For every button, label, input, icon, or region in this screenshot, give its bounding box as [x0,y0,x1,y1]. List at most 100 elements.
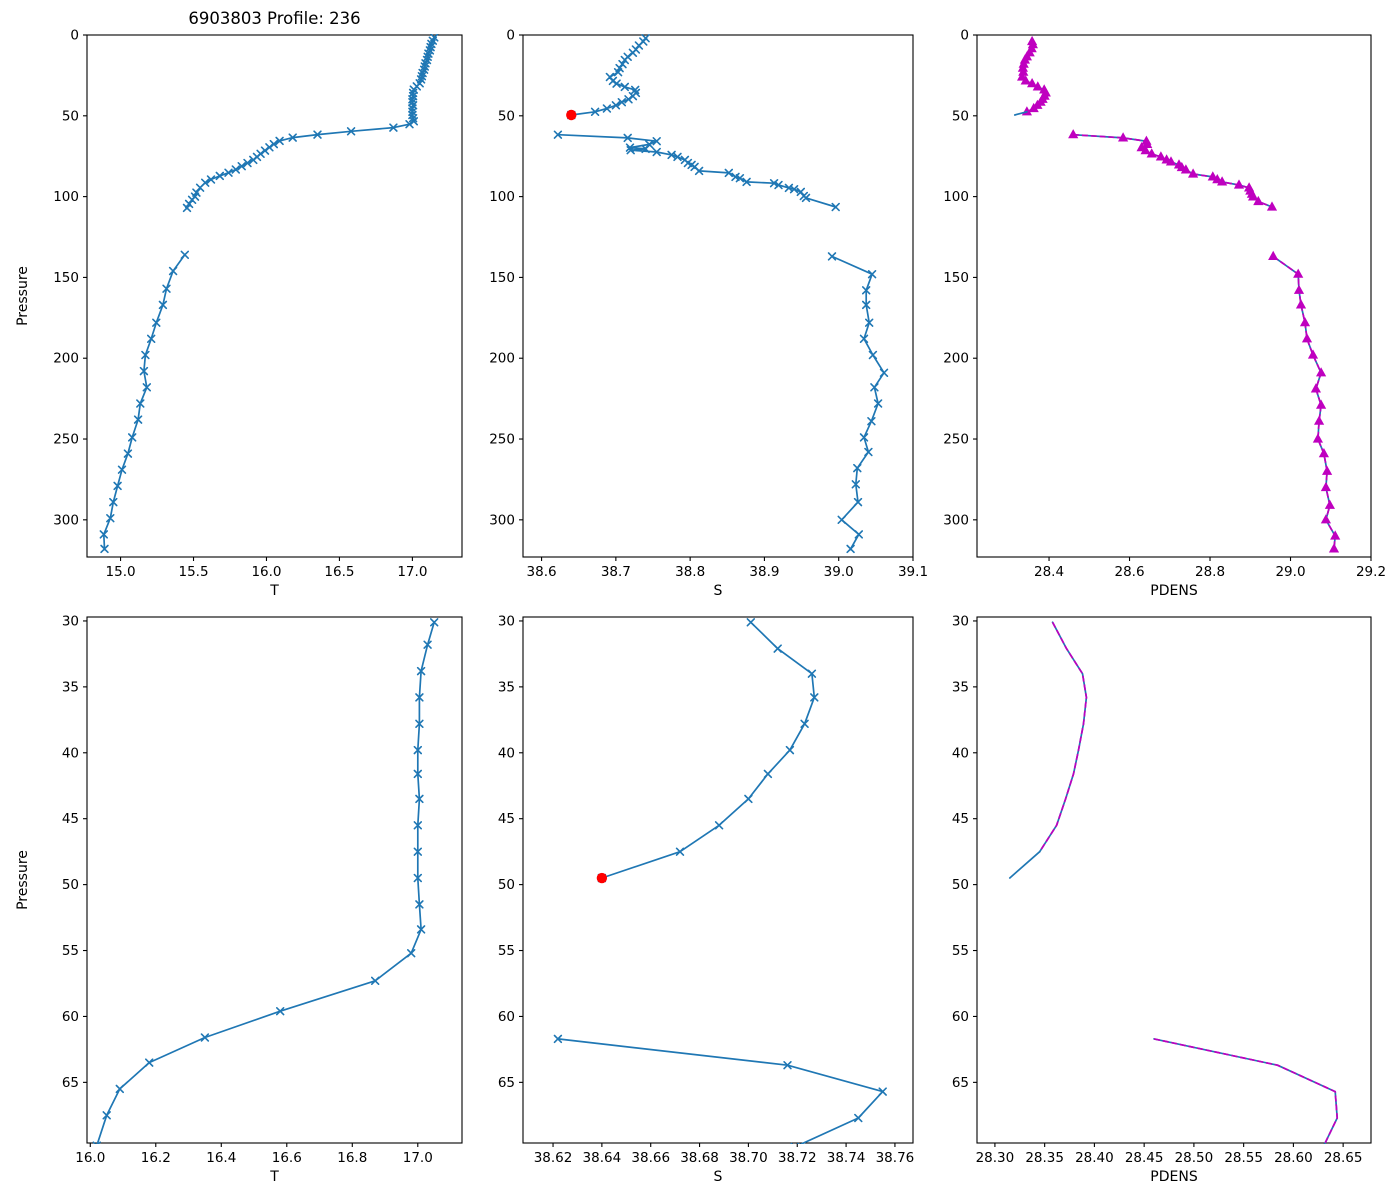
y-tick-label: 150 [943,270,969,286]
x-tick-label: 15.5 [178,564,208,580]
x-tick-label: 38.68 [680,1150,719,1166]
x-tick-label: 39.1 [898,564,928,580]
x-axis: 38.6 38.7 38.8 38.9 39.0 39.1 S [527,557,928,599]
y-tick-label: 0 [70,28,79,44]
red-dot-marker [596,872,608,884]
series-dashed-overlay [1038,621,1088,853]
series-salinity-shallow [567,34,650,120]
series-temperature-upper [182,34,439,213]
y-tick-label: 300 [53,512,79,528]
y-tick-label: 60 [498,1009,515,1025]
x-tick-label: 28.6 [1114,564,1144,580]
series-dashed-overlay [1272,255,1337,549]
y-tick-label: 100 [943,189,969,205]
series-salinity-deep [827,252,889,554]
y-tick-label: 300 [943,512,969,528]
x-tick-label: 16.6 [272,1150,302,1166]
triangle-markers [1268,250,1341,553]
y-axis-label: Pressure [15,850,31,910]
x-axis-label: T [269,1169,279,1185]
x-tick-label: 28.40 [1075,1150,1114,1166]
y-tick-label: 100 [489,189,515,205]
y-tick-label: 0 [960,28,969,44]
x-tick-label: 28.4 [1034,564,1064,580]
x-tick-label: 38.8 [675,564,705,580]
x-markers [99,250,189,554]
x-tick-label: 28.45 [1125,1150,1164,1166]
x-tick-label: 28.60 [1274,1150,1313,1166]
x-axis-label: S [714,1169,723,1185]
x-tick-label: 16.0 [251,564,281,580]
y-tick-label: 35 [498,679,515,695]
y-tick-label: 65 [62,1075,79,1091]
y-tick-label: 50 [952,877,969,893]
x-tick-label: 16.8 [337,1150,367,1166]
y-tick-label: 45 [498,811,515,827]
y-axis: 30 35 40 45 50 55 60 65 Pressure [15,613,87,1091]
y-tick-label: 150 [489,270,515,286]
x-tick-label: 38.72 [778,1150,817,1166]
series-line [96,621,436,1144]
triangle-markers [1017,35,1051,116]
x-tick-label: 38.74 [827,1150,866,1166]
series-line [1008,850,1041,879]
y-tick-label: 65 [952,1075,969,1091]
x-markers [827,252,889,554]
y-tick-label: 50 [62,877,79,893]
y-tick-label: 100 [53,189,79,205]
series-temperature-zoom [92,618,439,1144]
y-tick-label: 40 [62,745,79,761]
series-line [557,133,837,208]
series-salinity-mid [553,130,840,212]
y-tick-label: 200 [489,351,515,367]
series-line [1272,255,1337,550]
series-pdens-zoom-mid [1153,1038,1339,1144]
y-tick-label: 50 [498,877,515,893]
triangle-markers [1068,129,1278,211]
x-tick-label: 38.9 [749,564,779,580]
x-tick-label: 28.50 [1175,1150,1214,1166]
x-tick-label: 38.76 [876,1150,915,1166]
y-tick-label: 250 [489,432,515,448]
x-tick-label: 38.6 [527,564,557,580]
subplot-s-profile-zoom: 38.62 38.64 38.66 38.68 38.70 38.72 38.74 38.76… [498,613,914,1185]
plot-area [1013,35,1341,553]
x-tick-label: 15.0 [106,564,136,580]
y-tick-label: 30 [952,613,969,629]
y-axis: 0 50 100 150 200 250 300 Pressure [15,28,87,528]
x-tick-label: 38.62 [534,1150,573,1166]
series-salinity-zoom-shallow [597,618,819,883]
plot-area [1008,621,1339,1144]
subplot-t-profile-zoom: 16.0 16.2 16.4 16.6 16.8 17.0 T 30 35 40 45 50 55 60 6… [15,613,463,1185]
series-line [186,36,436,209]
y-tick-label: 55 [952,943,969,959]
series-dashed-overlay [1153,1038,1339,1144]
x-tick-label: 39.0 [824,564,854,580]
subplot-s-profile: 38.6 38.7 38.8 38.9 39.0 39.1 S 0 50 100 150 200 250… [489,28,928,600]
x-tick-label: 16.2 [141,1150,171,1166]
y-axis: 0 50 100 150 200 250 300 [943,28,977,528]
red-dot-marker [566,109,577,121]
y-axis: 30 35 40 45 50 55 60 65 [498,613,523,1091]
series-pdens-shallow [1017,35,1051,116]
y-tick-label: 30 [62,613,79,629]
y-tick-label: 30 [498,613,515,629]
plot-frame [976,34,1372,558]
y-tick-label: 50 [952,108,969,124]
y-tick-label: 0 [506,28,515,44]
x-tick-label: 38.7 [601,564,631,580]
y-tick-label: 55 [62,943,79,959]
x-axis: 28.4 28.6 28.8 29.0 29.2 PDENS [1034,557,1386,599]
x-tick-label: 28.35 [1025,1150,1064,1166]
x-axis: 38.62 38.64 38.66 38.68 38.70 38.72 38.74 38.76… [534,1143,915,1185]
x-tick-label: 38.70 [729,1150,768,1166]
y-tick-label: 250 [943,432,969,448]
y-tick-label: 65 [498,1075,515,1091]
y-tick-label: 200 [53,351,79,367]
plot-area [99,34,439,554]
x-axis: 16.0 16.2 16.4 16.6 16.8 17.0 T [75,1143,433,1185]
x-markers [182,34,439,213]
y-tick-label: 40 [498,745,515,761]
x-markers [553,1034,887,1144]
